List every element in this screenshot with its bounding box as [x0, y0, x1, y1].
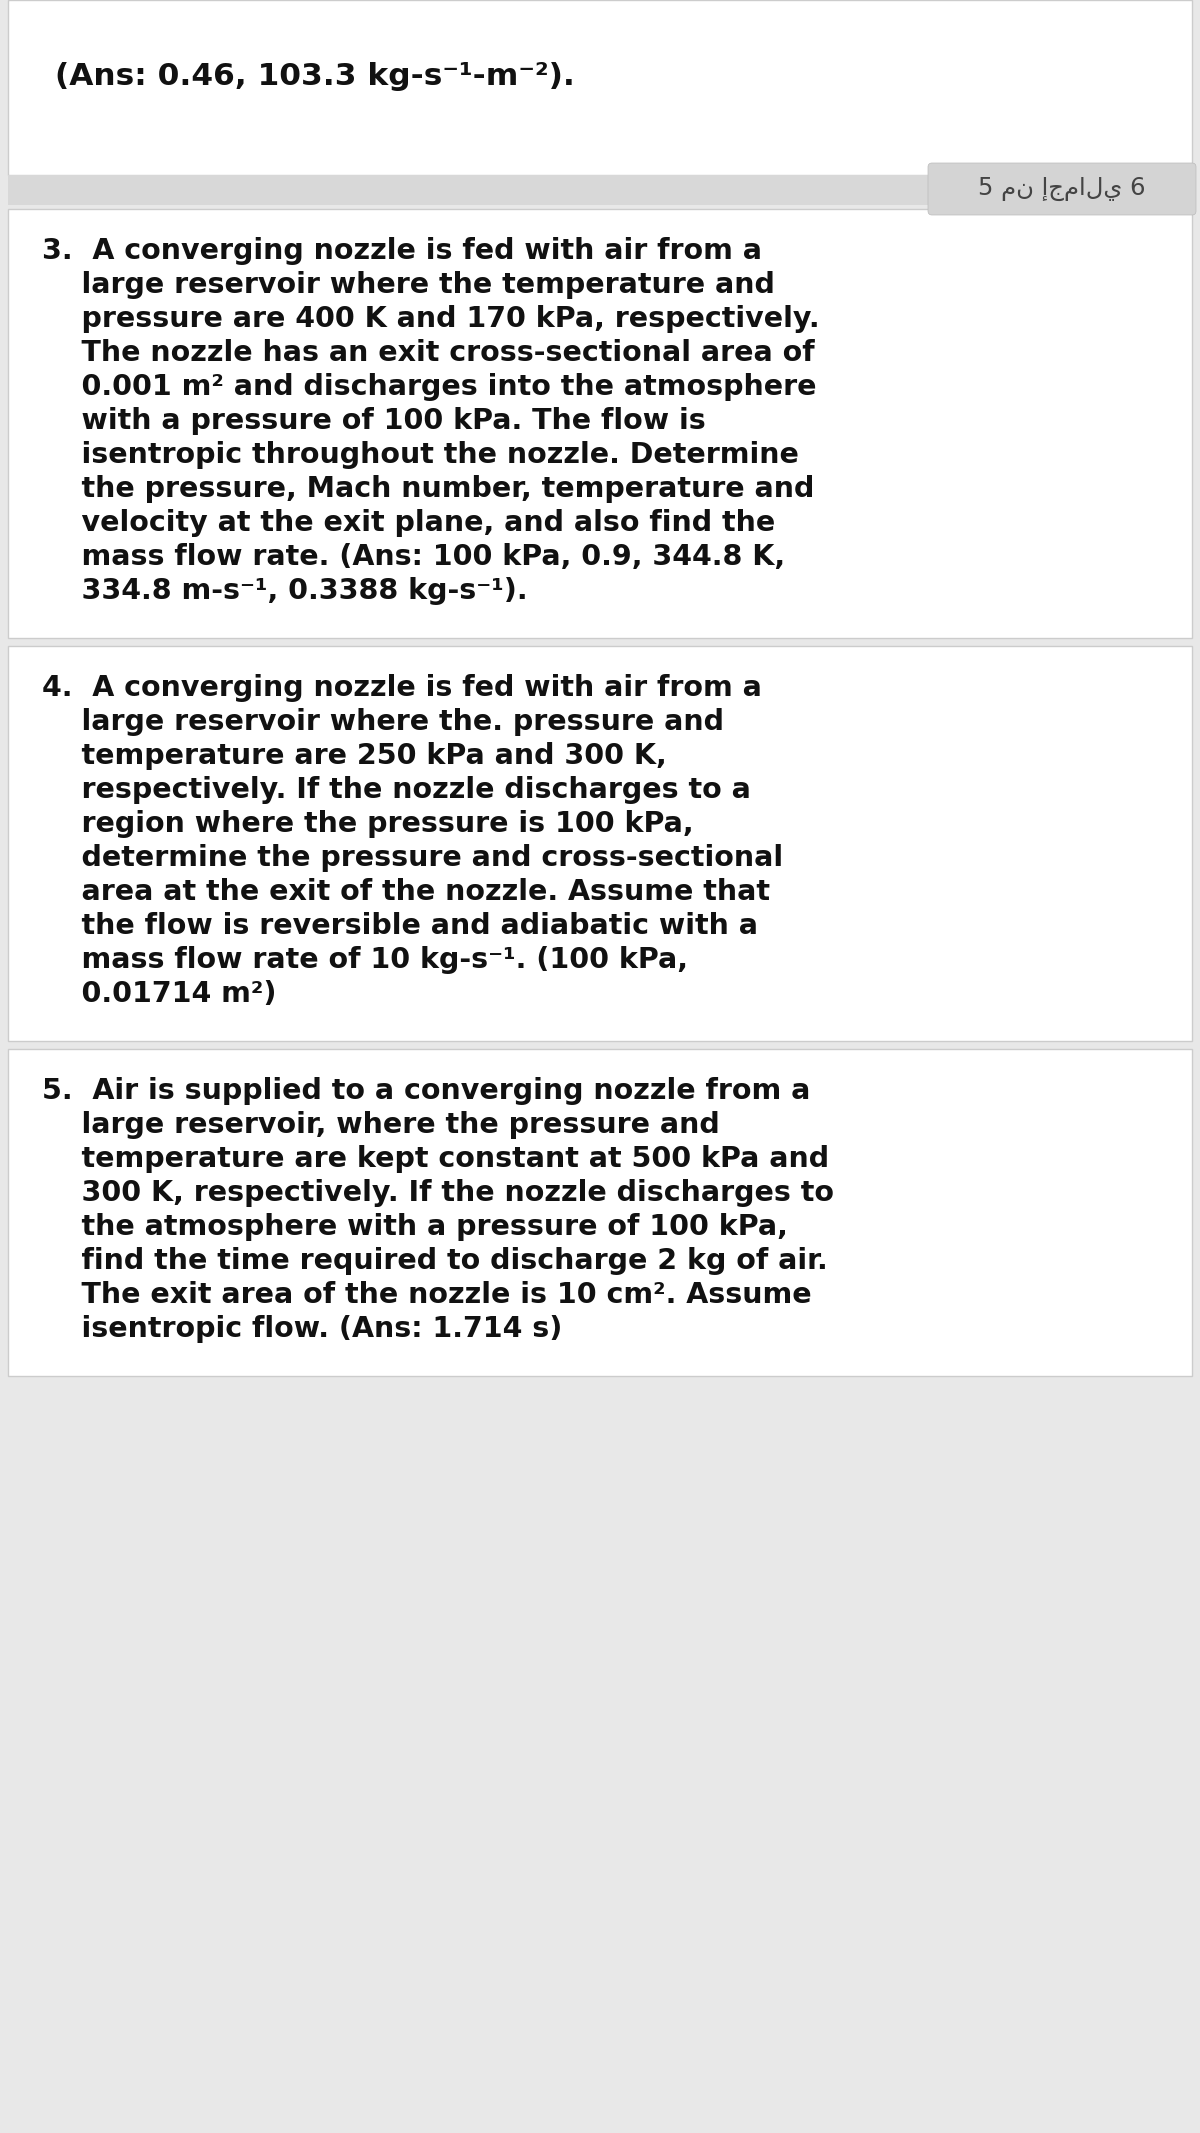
Text: The nozzle has an exit cross-sectional area of: The nozzle has an exit cross-sectional a…: [42, 339, 815, 367]
Text: 0.001 m² and discharges into the atmosphere: 0.001 m² and discharges into the atmosph…: [42, 373, 816, 401]
Text: isentropic flow. (Ans: 1.714 s): isentropic flow. (Ans: 1.714 s): [42, 1316, 563, 1344]
Text: isentropic throughout the nozzle. Determine: isentropic throughout the nozzle. Determ…: [42, 442, 799, 469]
Text: with a pressure of 100 kPa. The flow is: with a pressure of 100 kPa. The flow is: [42, 407, 706, 435]
Bar: [8, 175, 1192, 205]
Text: determine the pressure and cross-sectional: determine the pressure and cross-section…: [42, 845, 784, 872]
Text: the flow is reversible and adiabatic with a: the flow is reversible and adiabatic wit…: [42, 913, 758, 941]
Text: The exit area of the nozzle is 10 cm². Assume: The exit area of the nozzle is 10 cm². A…: [42, 1282, 811, 1310]
Bar: [8, 646, 1192, 1041]
Text: area at the exit of the nozzle. Assume that: area at the exit of the nozzle. Assume t…: [42, 879, 770, 907]
Text: find the time required to discharge 2 kg of air.: find the time required to discharge 2 kg…: [42, 1248, 828, 1276]
Text: large reservoir where the. pressure and: large reservoir where the. pressure and: [42, 708, 724, 736]
Bar: [8, 209, 1192, 638]
Text: 0.01714 m²): 0.01714 m²): [42, 979, 276, 1009]
Text: temperature are 250 kPa and 300 K,: temperature are 250 kPa and 300 K,: [42, 742, 667, 770]
Bar: [8, 1049, 1192, 1376]
Text: respectively. If the nozzle discharges to a: respectively. If the nozzle discharges t…: [42, 776, 751, 804]
Text: 5.  Air is supplied to a converging nozzle from a: 5. Air is supplied to a converging nozzl…: [42, 1077, 810, 1105]
Bar: [8, 0, 1192, 175]
Text: 3.  A converging nozzle is fed with air from a: 3. A converging nozzle is fed with air f…: [42, 237, 762, 264]
Text: velocity at the exit plane, and also find the: velocity at the exit plane, and also fin…: [42, 510, 775, 538]
Text: temperature are kept constant at 500 kPa and: temperature are kept constant at 500 kPa…: [42, 1145, 829, 1173]
Text: mass flow rate of 10 kg-s⁻¹. (100 kPa,: mass flow rate of 10 kg-s⁻¹. (100 kPa,: [42, 947, 688, 975]
Text: large reservoir, where the pressure and: large reservoir, where the pressure and: [42, 1111, 720, 1139]
Text: the atmosphere with a pressure of 100 kPa,: the atmosphere with a pressure of 100 kP…: [42, 1214, 788, 1241]
Text: the pressure, Mach number, temperature and: the pressure, Mach number, temperature a…: [42, 476, 815, 503]
FancyBboxPatch shape: [928, 162, 1196, 215]
Text: (Ans: 0.46, 103.3 kg-s⁻¹-m⁻²).: (Ans: 0.46, 103.3 kg-s⁻¹-m⁻²).: [55, 62, 575, 92]
Text: 334.8 m-s⁻¹, 0.3388 kg-s⁻¹).: 334.8 m-s⁻¹, 0.3388 kg-s⁻¹).: [42, 578, 528, 606]
Text: large reservoir where the temperature and: large reservoir where the temperature an…: [42, 271, 775, 299]
Text: region where the pressure is 100 kPa,: region where the pressure is 100 kPa,: [42, 811, 694, 838]
Text: pressure are 400 K and 170 kPa, respectively.: pressure are 400 K and 170 kPa, respecti…: [42, 305, 820, 333]
Text: 4.  A converging nozzle is fed with air from a: 4. A converging nozzle is fed with air f…: [42, 674, 762, 702]
Bar: [0, 1384, 1200, 2133]
Text: mass flow rate. (Ans: 100 kPa, 0.9, 344.8 K,: mass flow rate. (Ans: 100 kPa, 0.9, 344.…: [42, 544, 785, 572]
Text: 5 من إجمالي 6: 5 من إجمالي 6: [978, 177, 1146, 201]
Text: 300 K, respectively. If the nozzle discharges to: 300 K, respectively. If the nozzle disch…: [42, 1180, 834, 1207]
